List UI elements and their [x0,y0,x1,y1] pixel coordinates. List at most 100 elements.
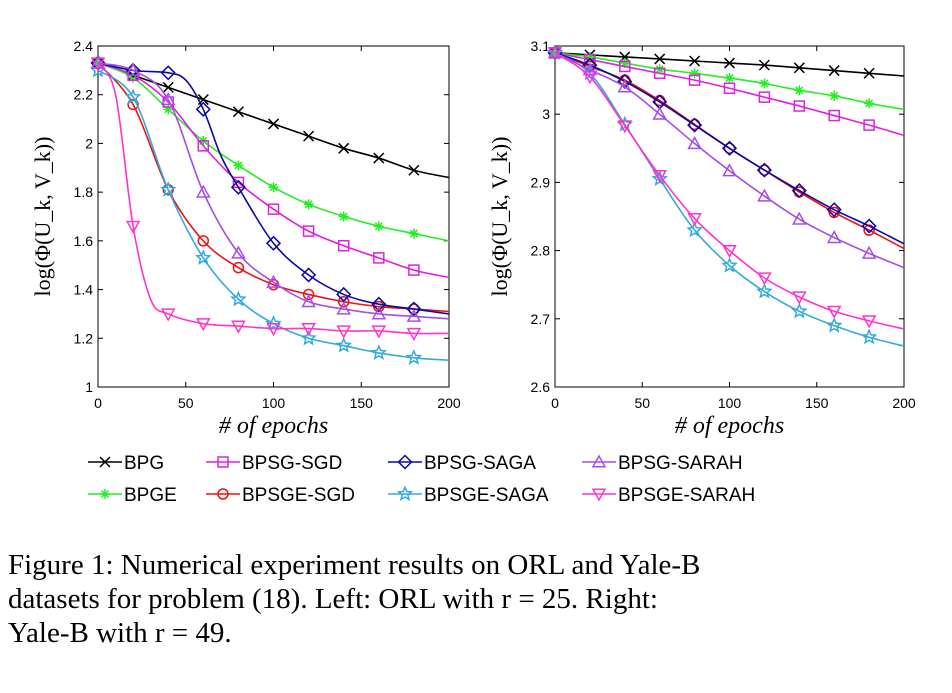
data-point [757,188,772,202]
data-point [267,118,280,130]
series-line [554,52,905,269]
data-point [687,212,702,227]
y-tick-label: 2.8 [531,243,551,259]
legend-label: BPSGE-SARAH [618,485,755,506]
data-point [826,230,842,244]
series-line [554,52,905,137]
data-point [860,328,878,345]
data-point [617,79,633,93]
data-point [791,302,808,319]
data-point [721,140,738,156]
charts-canvas: 0 50 100 150 200 1 1.2 1.4 1.6 1.8 2 2.2 2.4 # of epo… [30,38,916,506]
data-point [197,140,210,152]
data-point [337,296,350,308]
data-point [338,142,350,154]
legend-marker [591,488,607,502]
y-tick-label: 1.4 [74,282,94,298]
legend-label: BPSG-SAGA [424,453,536,474]
legend-marker [99,456,111,468]
data-point [688,74,701,86]
data-point [825,316,843,333]
data-point [370,344,388,360]
series-bpsge-saga [89,61,450,365]
data-point [408,264,420,276]
data-point [654,64,665,75]
data-point [723,142,736,155]
data-point [195,101,211,117]
x-axis-label: # of epochs [219,413,328,439]
data-point [266,274,281,288]
legend-label: BPSG-SGD [242,453,342,474]
legend-item-bpge: BPGE [88,485,177,506]
data-point [689,55,701,67]
y-tick-label: 2.6 [531,379,551,395]
data-point [231,320,246,334]
data-point [686,221,703,238]
legend-marker [217,456,229,468]
data-point [757,272,772,286]
data-point [336,325,351,339]
legend-item-bpsg-sgd: BPSG-SGD [206,453,342,474]
series-bpge [550,47,905,111]
legend-item-bpsge-sarah: BPSGE-SARAH [582,485,755,506]
data-point [582,71,598,85]
data-point [756,282,773,299]
legend-marker [100,489,110,499]
data-point [793,100,806,112]
series-bpsg-sgd [92,57,450,279]
data-point [654,53,666,65]
caption-line-1: Figure 1: Numerical experiment results o… [8,549,701,581]
legend-item-bpsge-sgd: BPSGE-SGD [206,485,355,506]
data-point [196,318,211,332]
data-point [337,239,350,252]
legend: BPG BPSG-SGD BPSG-SAGA BPSG-SARAH BPGE BPSGE-… [88,453,755,506]
data-point [373,252,385,264]
data-point [338,211,349,222]
data-point [371,296,387,312]
legend-marker [397,454,413,470]
series-line [97,62,450,315]
x-tick-label: 50 [178,395,194,411]
data-point [617,73,633,90]
x-tick-label: 200 [892,395,916,411]
data-point [408,228,419,239]
data-point [160,308,176,322]
data-point [162,81,174,93]
data-point [196,184,211,198]
data-point [265,235,282,251]
data-point [722,245,737,259]
legend-marker [591,454,607,468]
data-point [267,203,280,215]
series-bpg [549,47,905,79]
data-point [863,67,875,79]
data-point [197,235,210,247]
legend-label: BPSG-SARAH [618,453,743,474]
data-point [792,211,807,225]
data-point [336,286,352,303]
series-line [97,69,450,362]
data-point [619,60,631,73]
data-point [231,245,246,259]
x-tick-label: 0 [551,395,559,411]
data-point [125,62,141,76]
data-point [195,249,212,265]
figure-caption: Figure 1: Numerical experiment results o… [8,548,944,650]
data-point [406,308,422,322]
y-tick-label: 2.9 [531,174,551,190]
x-tick-label: 50 [634,395,650,411]
data-point [863,224,875,236]
y-axis-label: log(Φ(U_k, V_k)) [30,137,55,297]
data-point [160,92,176,106]
series-bpsg-sarah [547,45,905,269]
data-point [232,106,244,118]
series-line [97,62,450,313]
legend-label: BPG [124,453,164,474]
legend-label: BPGE [124,485,177,506]
data-point [406,301,422,317]
data-point [233,160,244,171]
series-line [554,52,905,347]
data-point [794,85,805,96]
data-point [723,57,736,69]
x-tick-label: 150 [350,395,374,411]
